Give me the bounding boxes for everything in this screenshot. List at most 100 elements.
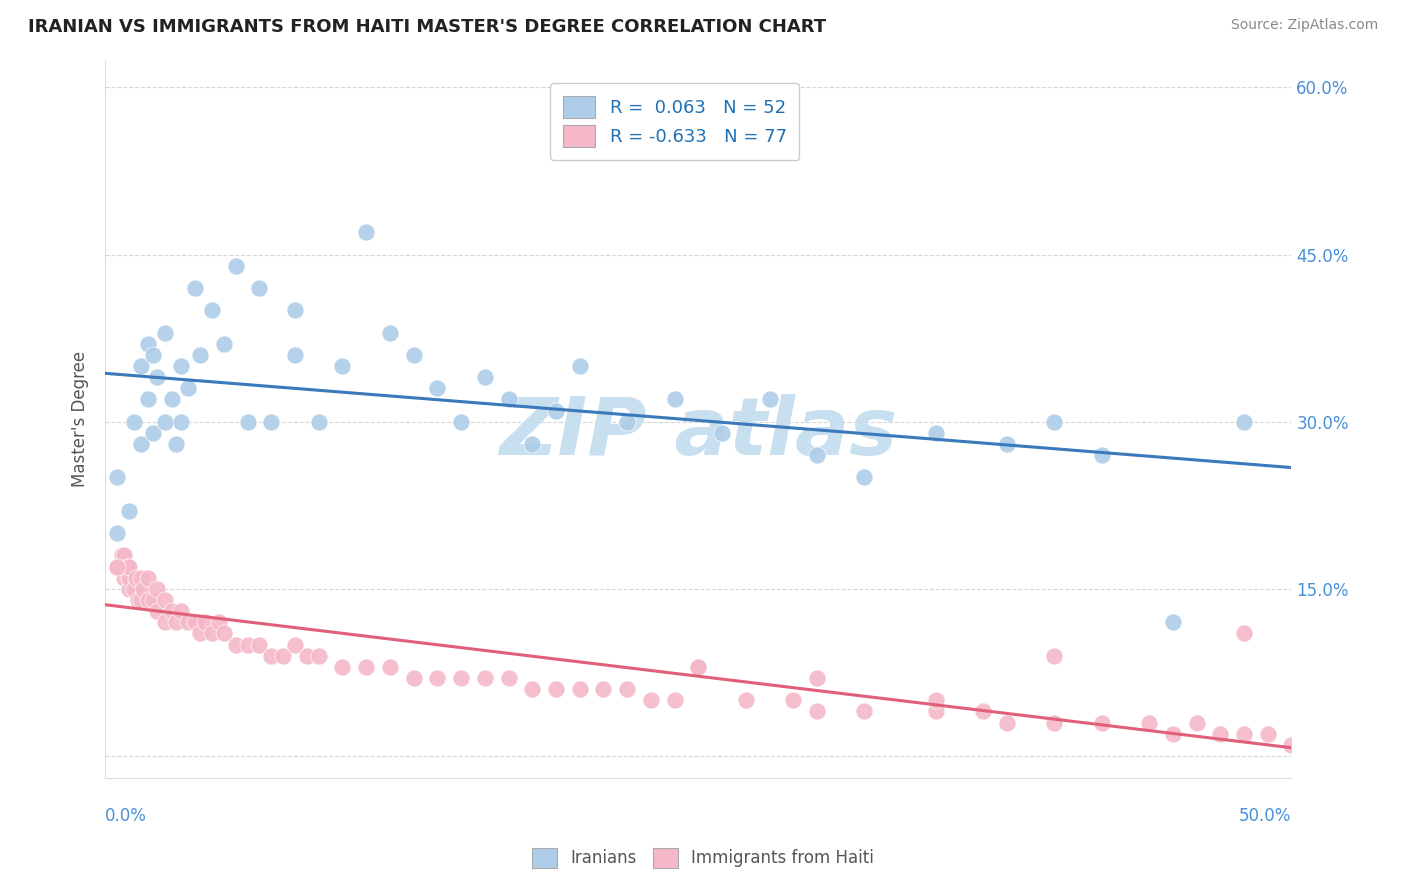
Point	[308, 648, 330, 663]
Point	[995, 437, 1018, 451]
Point	[734, 693, 756, 707]
Point	[568, 359, 591, 373]
Text: ZIP atlas: ZIP atlas	[499, 394, 897, 472]
Point	[522, 437, 544, 451]
Point	[758, 392, 780, 407]
Point	[165, 437, 187, 451]
Point	[664, 693, 686, 707]
Point	[450, 671, 472, 685]
Point	[115, 559, 138, 574]
Point	[354, 225, 377, 239]
Point	[118, 559, 141, 574]
Point	[924, 693, 946, 707]
Point	[188, 348, 211, 362]
Point	[184, 615, 207, 630]
Point	[146, 604, 169, 618]
Point	[853, 470, 876, 484]
Point	[112, 549, 135, 563]
Point	[136, 392, 159, 407]
Point	[498, 392, 520, 407]
Point	[212, 336, 235, 351]
Point	[170, 359, 193, 373]
Point	[125, 571, 148, 585]
Point	[118, 504, 141, 518]
Point	[236, 415, 259, 429]
Point	[924, 425, 946, 440]
Point	[170, 604, 193, 618]
Point	[153, 415, 176, 429]
Point	[474, 370, 496, 384]
Point	[212, 626, 235, 640]
Text: 50.0%: 50.0%	[1239, 807, 1292, 825]
Point	[201, 626, 224, 640]
Point	[129, 359, 152, 373]
Text: IRANIAN VS IMMIGRANTS FROM HAITI MASTER'S DEGREE CORRELATION CHART: IRANIAN VS IMMIGRANTS FROM HAITI MASTER'…	[28, 18, 827, 36]
Point	[332, 359, 354, 373]
Point	[136, 571, 159, 585]
Point	[450, 415, 472, 429]
Point	[426, 671, 449, 685]
Point	[308, 415, 330, 429]
Point	[1209, 727, 1232, 741]
Y-axis label: Master's Degree: Master's Degree	[72, 351, 89, 487]
Point	[522, 682, 544, 697]
Point	[105, 526, 128, 541]
Point	[711, 425, 734, 440]
Point	[688, 660, 710, 674]
Text: 0.0%: 0.0%	[105, 807, 148, 825]
Point	[129, 593, 152, 607]
Point	[188, 626, 211, 640]
Point	[378, 326, 401, 340]
Point	[1281, 738, 1303, 752]
Point	[616, 415, 638, 429]
Point	[1233, 626, 1256, 640]
Point	[295, 648, 318, 663]
Point	[378, 660, 401, 674]
Point	[332, 660, 354, 674]
Point	[284, 348, 307, 362]
Point	[105, 470, 128, 484]
Point	[1043, 415, 1066, 429]
Point	[806, 705, 828, 719]
Point	[146, 370, 169, 384]
Point	[260, 648, 283, 663]
Point	[1161, 727, 1184, 741]
Point	[118, 571, 141, 585]
Point	[177, 381, 200, 395]
Point	[129, 437, 152, 451]
Point	[184, 281, 207, 295]
Point	[284, 303, 307, 318]
Point	[1233, 415, 1256, 429]
Point	[153, 593, 176, 607]
Legend: R =  0.063   N = 52, R = -0.633   N = 77: R = 0.063 N = 52, R = -0.633 N = 77	[550, 83, 799, 160]
Point	[236, 638, 259, 652]
Point	[688, 660, 710, 674]
Point	[806, 448, 828, 462]
Point	[177, 615, 200, 630]
Point	[112, 571, 135, 585]
Point	[544, 682, 567, 697]
Point	[132, 582, 155, 596]
Point	[127, 593, 149, 607]
Point	[402, 348, 425, 362]
Point	[136, 593, 159, 607]
Point	[782, 693, 804, 707]
Point	[664, 392, 686, 407]
Point	[249, 281, 271, 295]
Text: Source: ZipAtlas.com: Source: ZipAtlas.com	[1230, 18, 1378, 32]
Point	[592, 682, 614, 697]
Point	[1257, 727, 1279, 741]
Point	[170, 415, 193, 429]
Point	[225, 638, 247, 652]
Point	[640, 693, 662, 707]
Point	[498, 671, 520, 685]
Point	[544, 403, 567, 417]
Point	[249, 638, 271, 652]
Point	[1161, 615, 1184, 630]
Point	[153, 326, 176, 340]
Point	[616, 682, 638, 697]
Point	[806, 671, 828, 685]
Point	[165, 615, 187, 630]
Point	[111, 549, 134, 563]
Point	[208, 615, 231, 630]
